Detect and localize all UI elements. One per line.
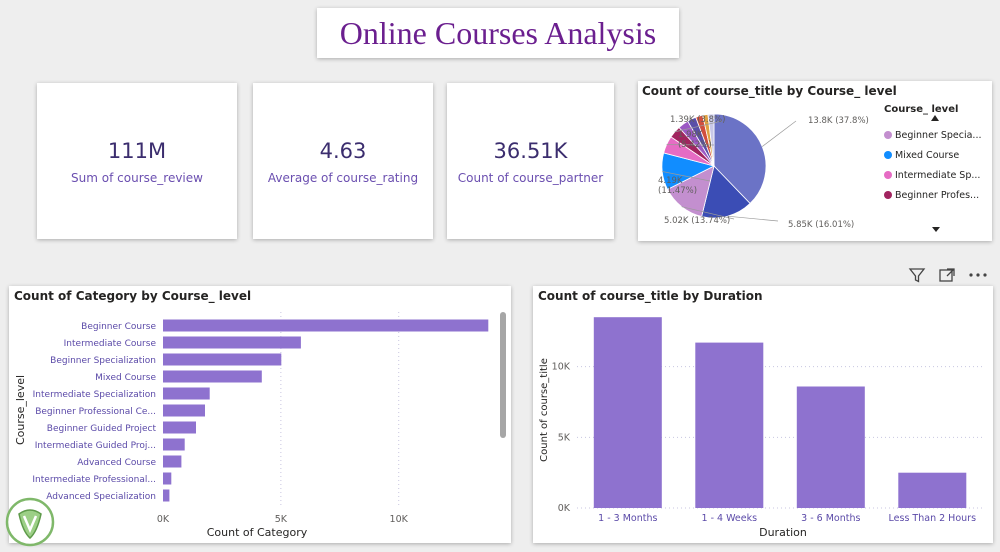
pie-data-label: 5.02K (13.74%): [664, 216, 730, 226]
hbar-x-axis-label: Count of Category: [207, 526, 308, 539]
legend-marker: [884, 171, 892, 179]
hbar-bar[interactable]: [163, 490, 169, 502]
vbar-category-label: 3 - 6 Months: [801, 513, 860, 524]
hbar-category-label: Advanced Specialization: [46, 492, 156, 502]
legend-item-label[interactable]: Mixed Course: [895, 150, 959, 161]
hbar-x-tick-label: 5K: [275, 514, 288, 525]
vbar-x-axis-label: Duration: [759, 526, 807, 539]
hbar-bar[interactable]: [163, 371, 262, 383]
hbar-bar[interactable]: [163, 456, 181, 468]
kpi-value: 36.51K: [494, 139, 568, 163]
hbar-bar[interactable]: [163, 354, 281, 366]
category-bar-chart: Beginner Course Intermediate Course Beginn…: [9, 286, 511, 543]
hbar-y-axis-label: Course_level: [14, 375, 27, 445]
hbar-category-label: Intermediate Specialization: [33, 390, 156, 400]
hbar-bar[interactable]: [163, 439, 185, 451]
pie-chart-card[interactable]: Count of course_title by Course_ level 1…: [638, 81, 992, 241]
vbar-y-tick-label: 5K: [558, 432, 571, 443]
hbar-category-label: Beginner Guided Project: [47, 424, 157, 434]
pie-data-label: 5.85K (16.01%): [788, 220, 854, 230]
kpi-label: Average of course_rating: [268, 171, 418, 185]
category-bar-chart-card[interactable]: Count of Category by Course_ level Begin…: [9, 286, 511, 543]
legend-scroll-up-icon[interactable]: [931, 115, 939, 121]
legend-scroll-down-icon[interactable]: [932, 227, 940, 232]
filter-icon[interactable]: [908, 266, 926, 288]
kpi-value: 111M: [108, 139, 166, 163]
duration-bar-chart-card[interactable]: Count of course_title by Duration 1 - 3 …: [533, 286, 993, 543]
hbar-bar[interactable]: [163, 473, 171, 485]
kpi-value: 4.63: [320, 139, 367, 163]
hbar-bar[interactable]: [163, 422, 196, 434]
hbar-category-label: Intermediate Course: [64, 339, 157, 349]
watermark-logo-icon: [4, 496, 56, 548]
vbar-y-tick-label: 0K: [558, 503, 571, 514]
vbar-y-tick-label: 10K: [552, 362, 571, 373]
dashboard-title-box: Online Courses Analysis: [317, 8, 679, 58]
focus-mode-icon[interactable]: [938, 266, 956, 288]
pie-leader-line: [728, 216, 779, 221]
pie-leader-line: [762, 121, 796, 147]
dashboard-title: Online Courses Analysis: [340, 15, 656, 52]
kpi-card-course-partner[interactable]: 36.51K Count of course_partner: [447, 83, 614, 239]
hbar-category-label: Beginner Specialization: [50, 356, 156, 366]
vbar-category-label: 1 - 3 Months: [598, 513, 657, 524]
hbar-bar[interactable]: [163, 337, 301, 349]
hbar-x-tick-label: 0K: [157, 514, 170, 525]
hbar-category-label: Advanced Course: [77, 458, 156, 468]
vbar-bar[interactable]: [695, 343, 763, 508]
hbar-bar[interactable]: [163, 405, 205, 417]
pie-data-label: 1.39K (3.8%): [670, 115, 725, 125]
legend-marker: [884, 191, 892, 199]
vbar-y-axis-label: Count of course_title: [539, 358, 550, 462]
vbar-category-label: Less Than 2 Hours: [889, 513, 977, 524]
kpi-label: Count of course_partner: [458, 171, 603, 185]
vbar-bar[interactable]: [797, 387, 865, 509]
visual-toolbar: [906, 266, 996, 286]
hbar-bar[interactable]: [163, 388, 210, 400]
hbar-x-tick-label: 10K: [390, 514, 409, 525]
vbar-bar[interactable]: [594, 317, 662, 508]
more-options-icon[interactable]: [968, 266, 988, 288]
legend-marker: [884, 131, 892, 139]
kpi-card-course-rating[interactable]: 4.63 Average of course_rating: [253, 83, 433, 239]
scrollbar-thumb[interactable]: [500, 312, 506, 438]
vbar-category-label: 1 - 4 Weeks: [702, 513, 758, 524]
legend-marker: [884, 151, 892, 159]
legend-item-label[interactable]: Beginner Profes...: [895, 190, 979, 201]
hbar-category-label: Intermediate Guided Proj...: [35, 441, 156, 451]
hbar-bar[interactable]: [163, 320, 488, 332]
duration-bar-chart: 1 - 3 Months 1 - 4 Weeks 3 - 6 Months Less …: [533, 286, 993, 543]
pie-data-label: 13.8K (37.8%): [808, 116, 869, 126]
kpi-label: Sum of course_review: [71, 171, 203, 185]
legend-item-label[interactable]: Intermediate Sp...: [895, 170, 980, 181]
legend-title: Course_ level: [884, 104, 958, 115]
vbar-bar[interactable]: [898, 473, 966, 508]
pie-chart: 13.8K (37.8%) 5.85K (16.01%) 5.02K (13.74%…: [638, 81, 992, 241]
hbar-category-label: Intermediate Professional...: [32, 475, 156, 485]
legend-item-label[interactable]: Beginner Specia...: [895, 130, 982, 141]
hbar-category-label: Beginner Professional Ce...: [35, 407, 156, 417]
hbar-category-label: Mixed Course: [95, 373, 156, 383]
hbar-category-label: Beginner Course: [81, 322, 156, 332]
kpi-card-course-review[interactable]: 111M Sum of course_review: [37, 83, 237, 239]
